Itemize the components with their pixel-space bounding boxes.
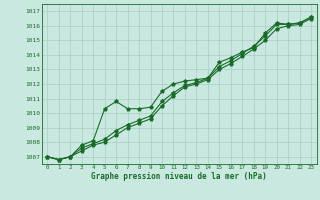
X-axis label: Graphe pression niveau de la mer (hPa): Graphe pression niveau de la mer (hPa) <box>91 172 267 181</box>
